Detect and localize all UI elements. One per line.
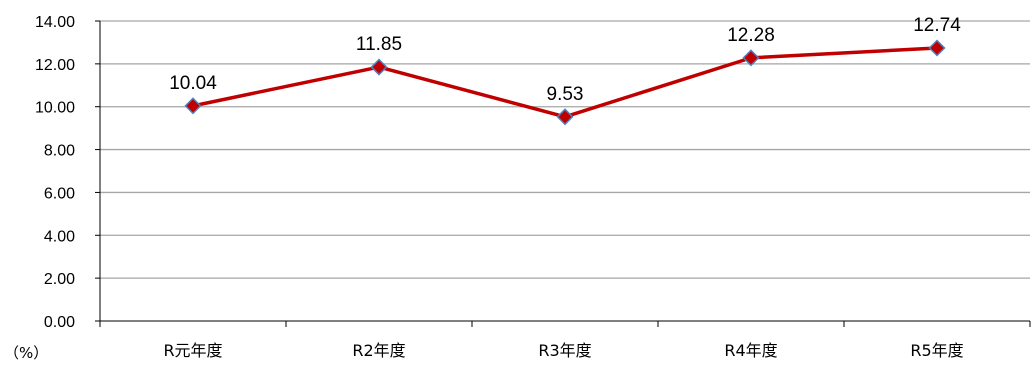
y-tick-label: 2.00 [44, 271, 75, 288]
y-tick-label: 12.00 [35, 57, 75, 74]
data-point-marker [742, 49, 760, 67]
y-tick-label: 10.00 [35, 100, 75, 117]
data-point-marker [370, 58, 388, 76]
y-tick-labels: 0.00 2.00 4.00 6.00 8.00 10.00 12.00 14.00 [35, 14, 75, 331]
y-tick-label: 0.00 [44, 314, 75, 331]
x-tick-label: R元年度 [163, 341, 222, 360]
y-tick-label: 6.00 [44, 185, 75, 202]
data-label: 10.04 [169, 73, 217, 94]
y-tick-label: 8.00 [44, 143, 75, 160]
axes [95, 20, 1031, 327]
data-label: 12.28 [727, 25, 775, 46]
x-tick-label: R3年度 [538, 341, 591, 360]
y-tick-label: 14.00 [35, 14, 75, 31]
data-label: 12.74 [913, 15, 961, 36]
data-point-marker [928, 39, 946, 57]
data-labels: 10.04 11.85 9.53 12.28 12.74 [169, 15, 961, 105]
x-tick-label: R4年度 [724, 341, 777, 360]
data-point-marker [184, 97, 202, 115]
x-tick-label: R5年度 [910, 341, 963, 360]
x-tick-labels: R元年度 R2年度 R3年度 R4年度 R5年度 [163, 341, 963, 360]
series [184, 39, 946, 126]
data-label: 9.53 [547, 84, 584, 105]
y-tick-label: 4.00 [44, 228, 75, 245]
y-unit-label: （%） [4, 344, 48, 362]
grid-lines [100, 20, 1030, 279]
data-label: 11.85 [356, 34, 402, 55]
x-tick-label: R2年度 [352, 341, 405, 360]
data-point-marker [556, 108, 574, 126]
